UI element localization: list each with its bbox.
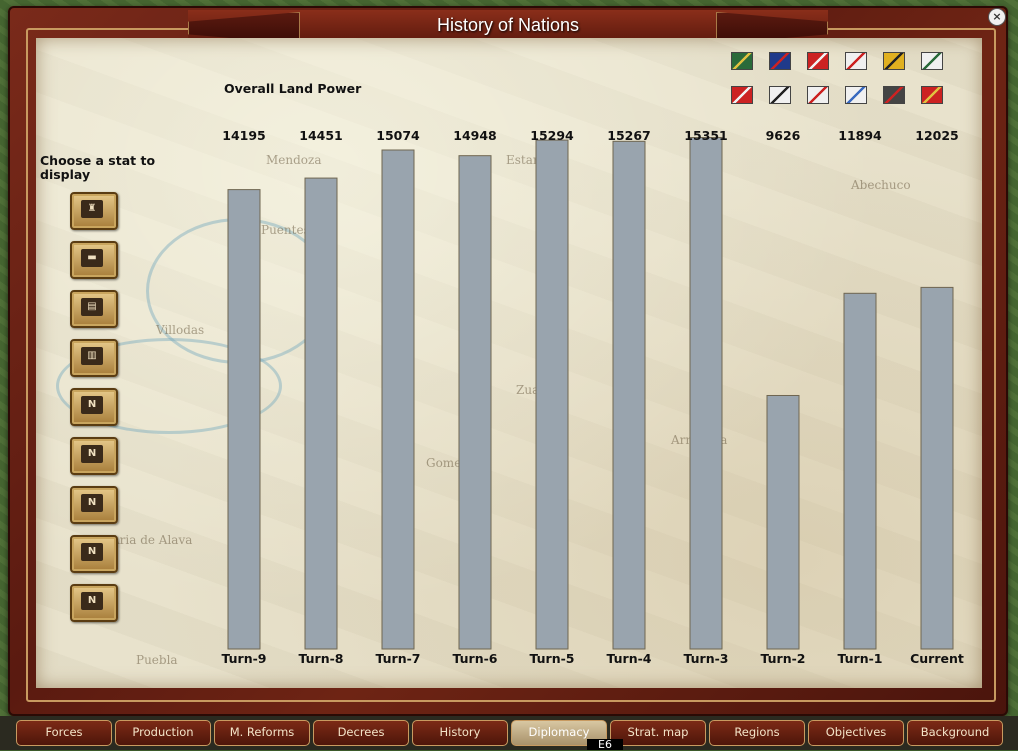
- stat-button-fortress[interactable]: ▥: [70, 339, 118, 377]
- tab-strat-map[interactable]: Strat. map: [610, 720, 706, 746]
- sweden-flag[interactable]: [921, 52, 943, 70]
- close-button[interactable]: ×: [988, 8, 1006, 26]
- stat-button-supply-wagon[interactable]: ▤: [70, 290, 118, 328]
- tab-regions[interactable]: Regions: [709, 720, 805, 746]
- naval-artillery-icon: N: [81, 445, 103, 463]
- naval-flag-icon: N: [81, 592, 103, 610]
- naval-cannon-icon: N: [81, 543, 103, 561]
- map-label: Mendoza: [266, 153, 322, 167]
- map-label: Gomecha: [426, 456, 483, 470]
- tab-forces[interactable]: Forces: [16, 720, 112, 746]
- prussia-flag[interactable]: [769, 86, 791, 104]
- tab-objectives[interactable]: Objectives: [808, 720, 904, 746]
- tab-m-reforms[interactable]: M. Reforms: [214, 720, 310, 746]
- ottoman-flag[interactable]: [921, 86, 943, 104]
- chart-title: Overall Land Power: [224, 81, 362, 96]
- saxony-flag[interactable]: [845, 86, 867, 104]
- officer-icon: ♜: [81, 200, 103, 218]
- stat-button-naval-infantry[interactable]: N: [70, 388, 118, 426]
- stat-chooser-title: Choose a stat to display: [40, 153, 156, 182]
- stat-button-officer[interactable]: ♜: [70, 192, 118, 230]
- supply-wagon-icon: ▤: [81, 298, 103, 316]
- portugal-flag[interactable]: [731, 52, 753, 70]
- stat-button-naval-cannon[interactable]: N: [70, 535, 118, 573]
- bavaria-flag[interactable]: [807, 86, 829, 104]
- stat-button-naval-transport[interactable]: N: [70, 486, 118, 524]
- map-label: Villodas: [156, 323, 205, 337]
- tab-decrees[interactable]: Decrees: [313, 720, 409, 746]
- map-label: Zuazo: [516, 383, 553, 397]
- bottom-tab-bar: Forces Production M. Reforms Decrees History…: [0, 716, 1018, 750]
- britain-flag[interactable]: [769, 52, 791, 70]
- map-label: Puentes: [261, 223, 310, 237]
- map-label: Puebla: [136, 653, 178, 667]
- fortress-icon: ▥: [81, 347, 103, 365]
- map-label: Estarrona: [506, 153, 567, 167]
- naval-infantry-icon: N: [81, 396, 103, 414]
- naval-transport-icon: N: [81, 494, 103, 512]
- river-decoration: [56, 338, 282, 434]
- austria-flag[interactable]: [883, 52, 905, 70]
- map-label: Armentia: [671, 433, 728, 447]
- russia-flag[interactable]: [883, 86, 905, 104]
- map-label: Abechuco: [851, 178, 911, 192]
- parchment-map-area: Mendoza Puentes Villodas Zuazo Abechuco …: [36, 38, 982, 688]
- denmark-flag[interactable]: [731, 86, 753, 104]
- stat-button-naval-artillery[interactable]: N: [70, 437, 118, 475]
- spain-flag[interactable]: [807, 52, 829, 70]
- window-title: History of Nations: [436, 15, 580, 35]
- tab-production[interactable]: Production: [115, 720, 211, 746]
- spain-cross-flag[interactable]: [845, 52, 867, 70]
- tab-history[interactable]: History: [412, 720, 508, 746]
- tab-background[interactable]: Background: [907, 720, 1003, 746]
- map-label: Aria de Alava: [111, 533, 193, 547]
- stat-button-cannon[interactable]: ▬: [70, 241, 118, 279]
- stat-button-naval-flag[interactable]: N: [70, 584, 118, 622]
- map-coordinate-label: E6: [587, 739, 623, 750]
- cannon-icon: ▬: [81, 249, 103, 267]
